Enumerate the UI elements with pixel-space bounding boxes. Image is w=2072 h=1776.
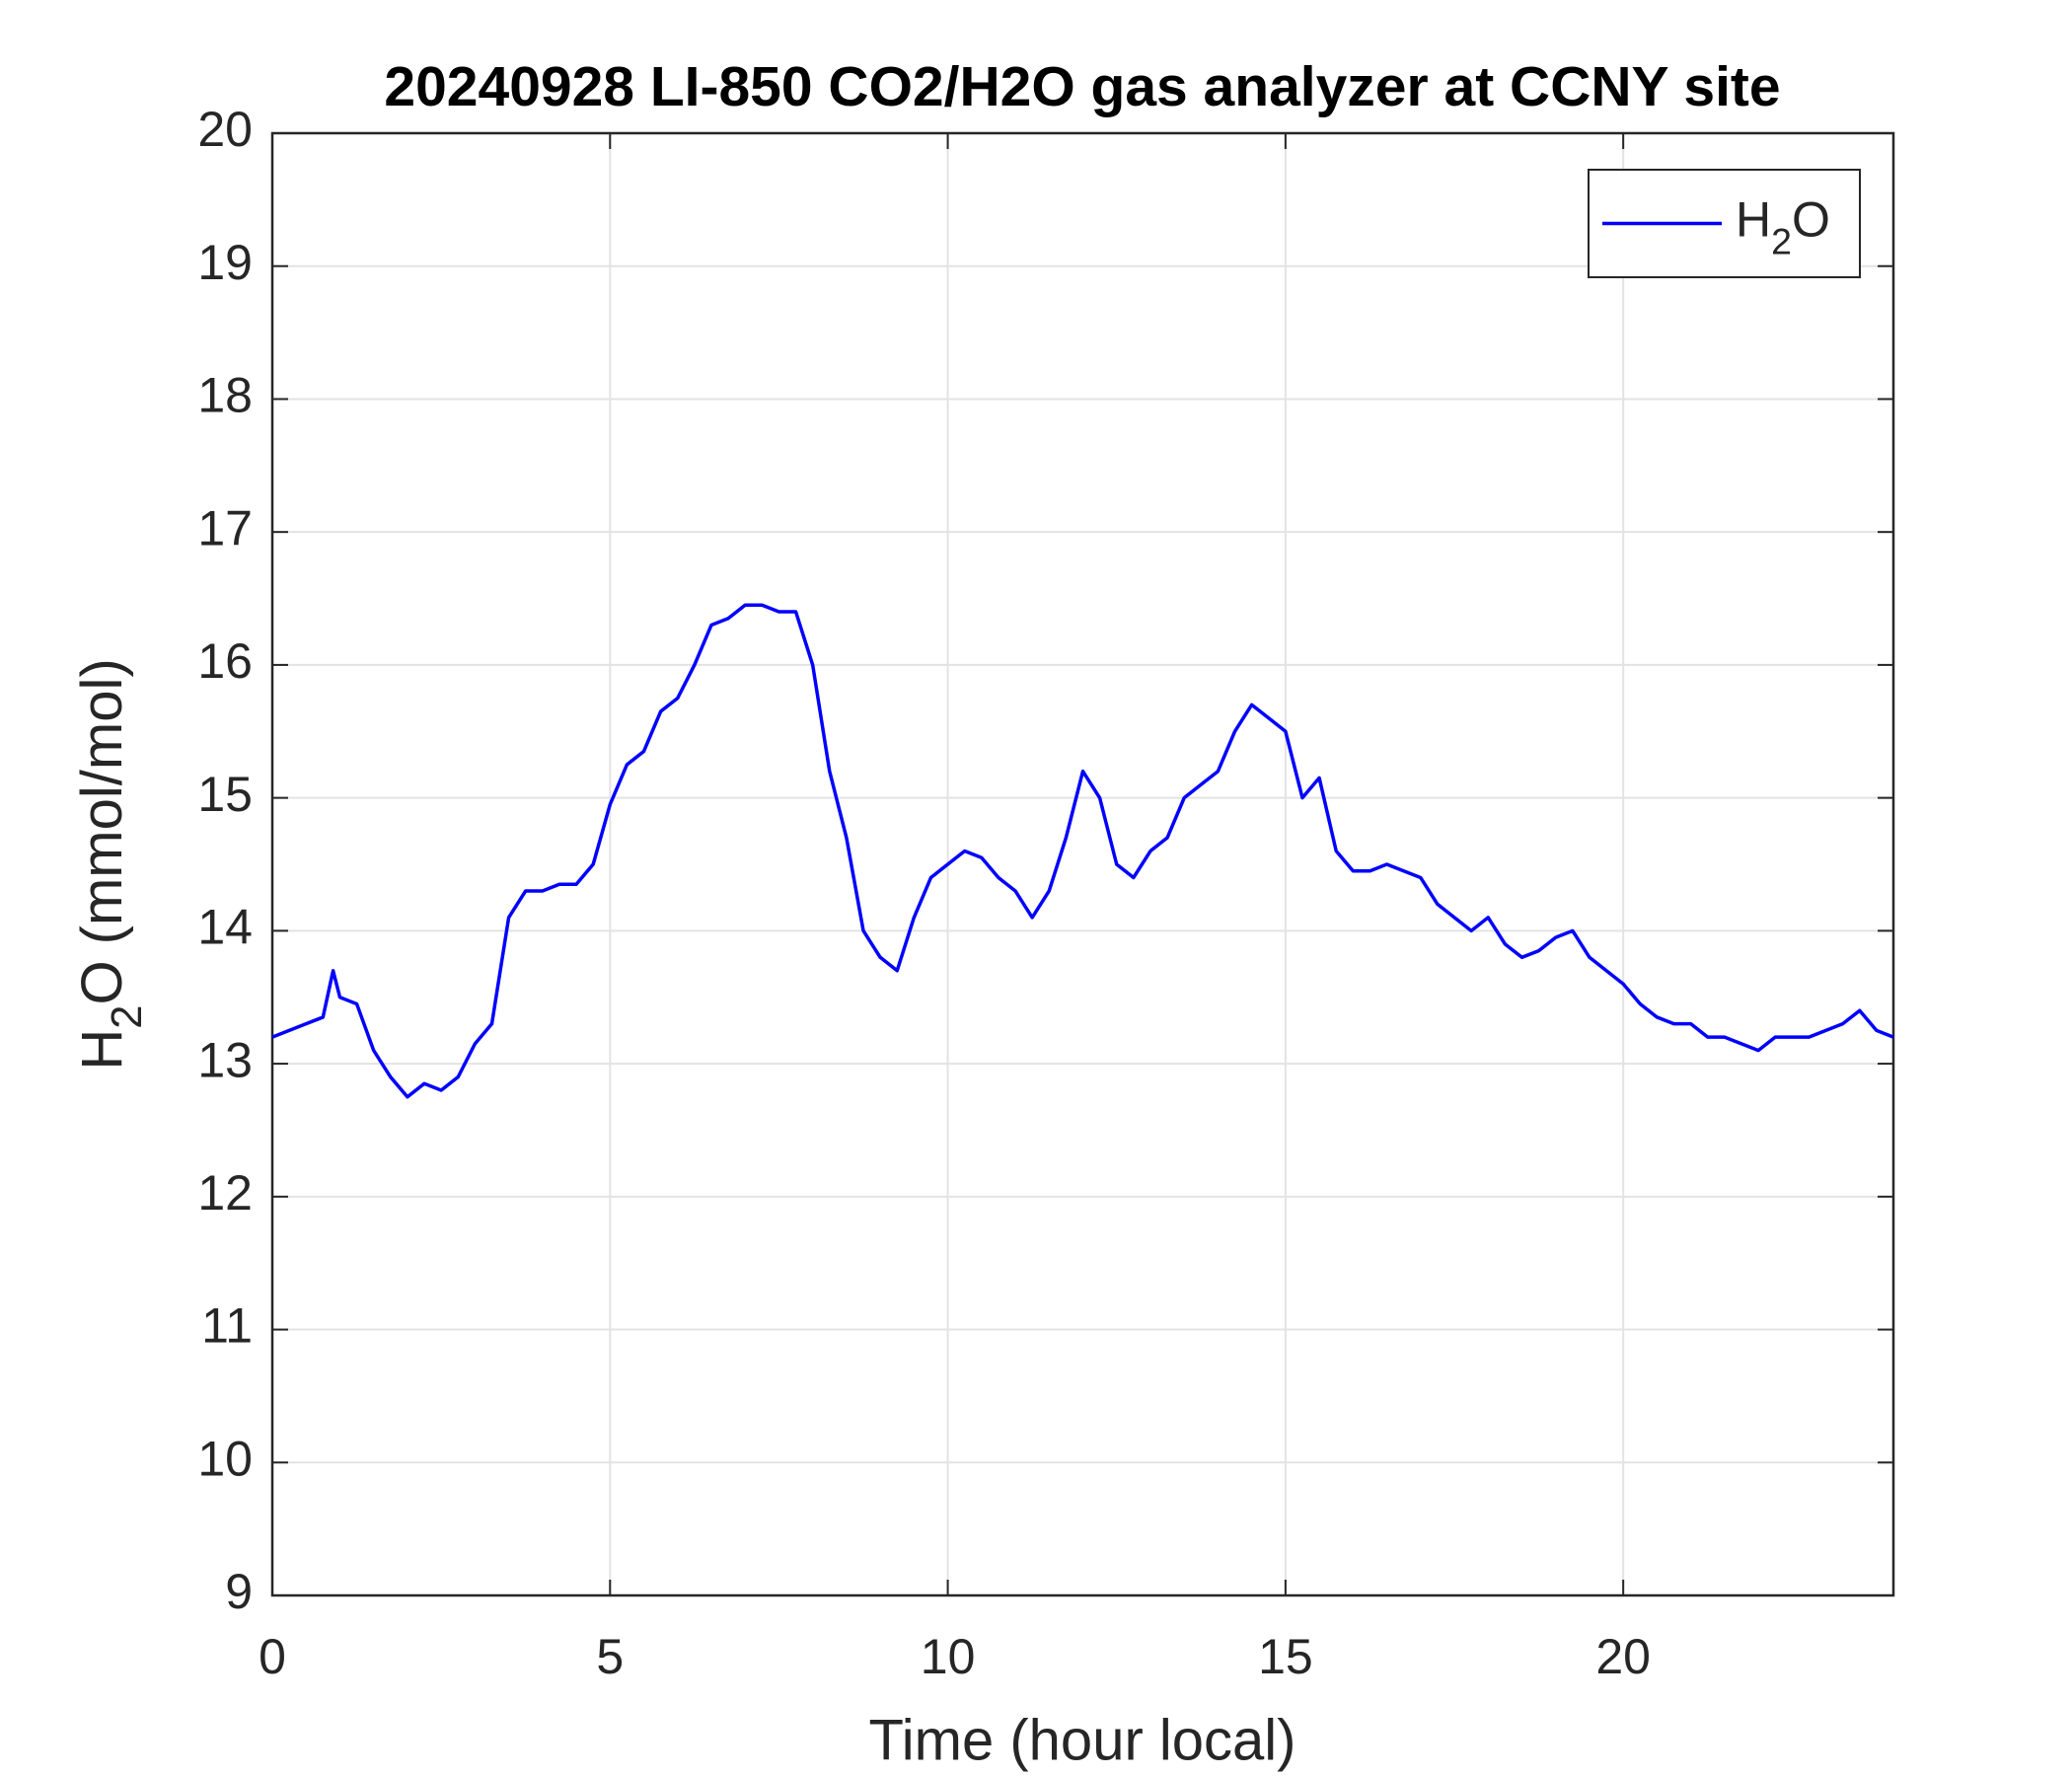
x-tick-label: 5 xyxy=(596,1629,624,1684)
y-tick-label: 18 xyxy=(197,368,253,423)
x-tick-label: 20 xyxy=(1595,1629,1651,1684)
y-tick-label: 13 xyxy=(197,1032,253,1087)
y-tick-label: 12 xyxy=(197,1165,253,1221)
y-tick-label: 20 xyxy=(197,102,253,157)
y-tick-label: 19 xyxy=(197,235,253,290)
y-axis-label: H2O (mmol/mol) xyxy=(70,658,151,1070)
y-tick-label: 10 xyxy=(197,1431,253,1486)
x-axis-label: Time (hour local) xyxy=(869,1708,1296,1772)
y-tick-label: 14 xyxy=(197,900,253,955)
y-tick-label: 17 xyxy=(197,500,253,555)
data-line xyxy=(271,603,1894,1099)
x-tick-label: 10 xyxy=(921,1629,976,1684)
x-tick-label: 0 xyxy=(259,1629,286,1684)
legend: H2O xyxy=(1588,169,1861,278)
y-tick-label: 16 xyxy=(197,633,253,689)
legend-label: H2O xyxy=(1736,192,1830,262)
y-tick-label: 9 xyxy=(225,1564,253,1619)
x-tick-label: 15 xyxy=(1258,1629,1313,1684)
y-tick-label: 11 xyxy=(201,1298,253,1354)
plot-frame xyxy=(270,131,1895,1597)
chart-title: 20240928 LI-850 CO2/H2O gas analyzer at … xyxy=(384,55,1780,118)
y-tick-label: 15 xyxy=(197,767,253,822)
